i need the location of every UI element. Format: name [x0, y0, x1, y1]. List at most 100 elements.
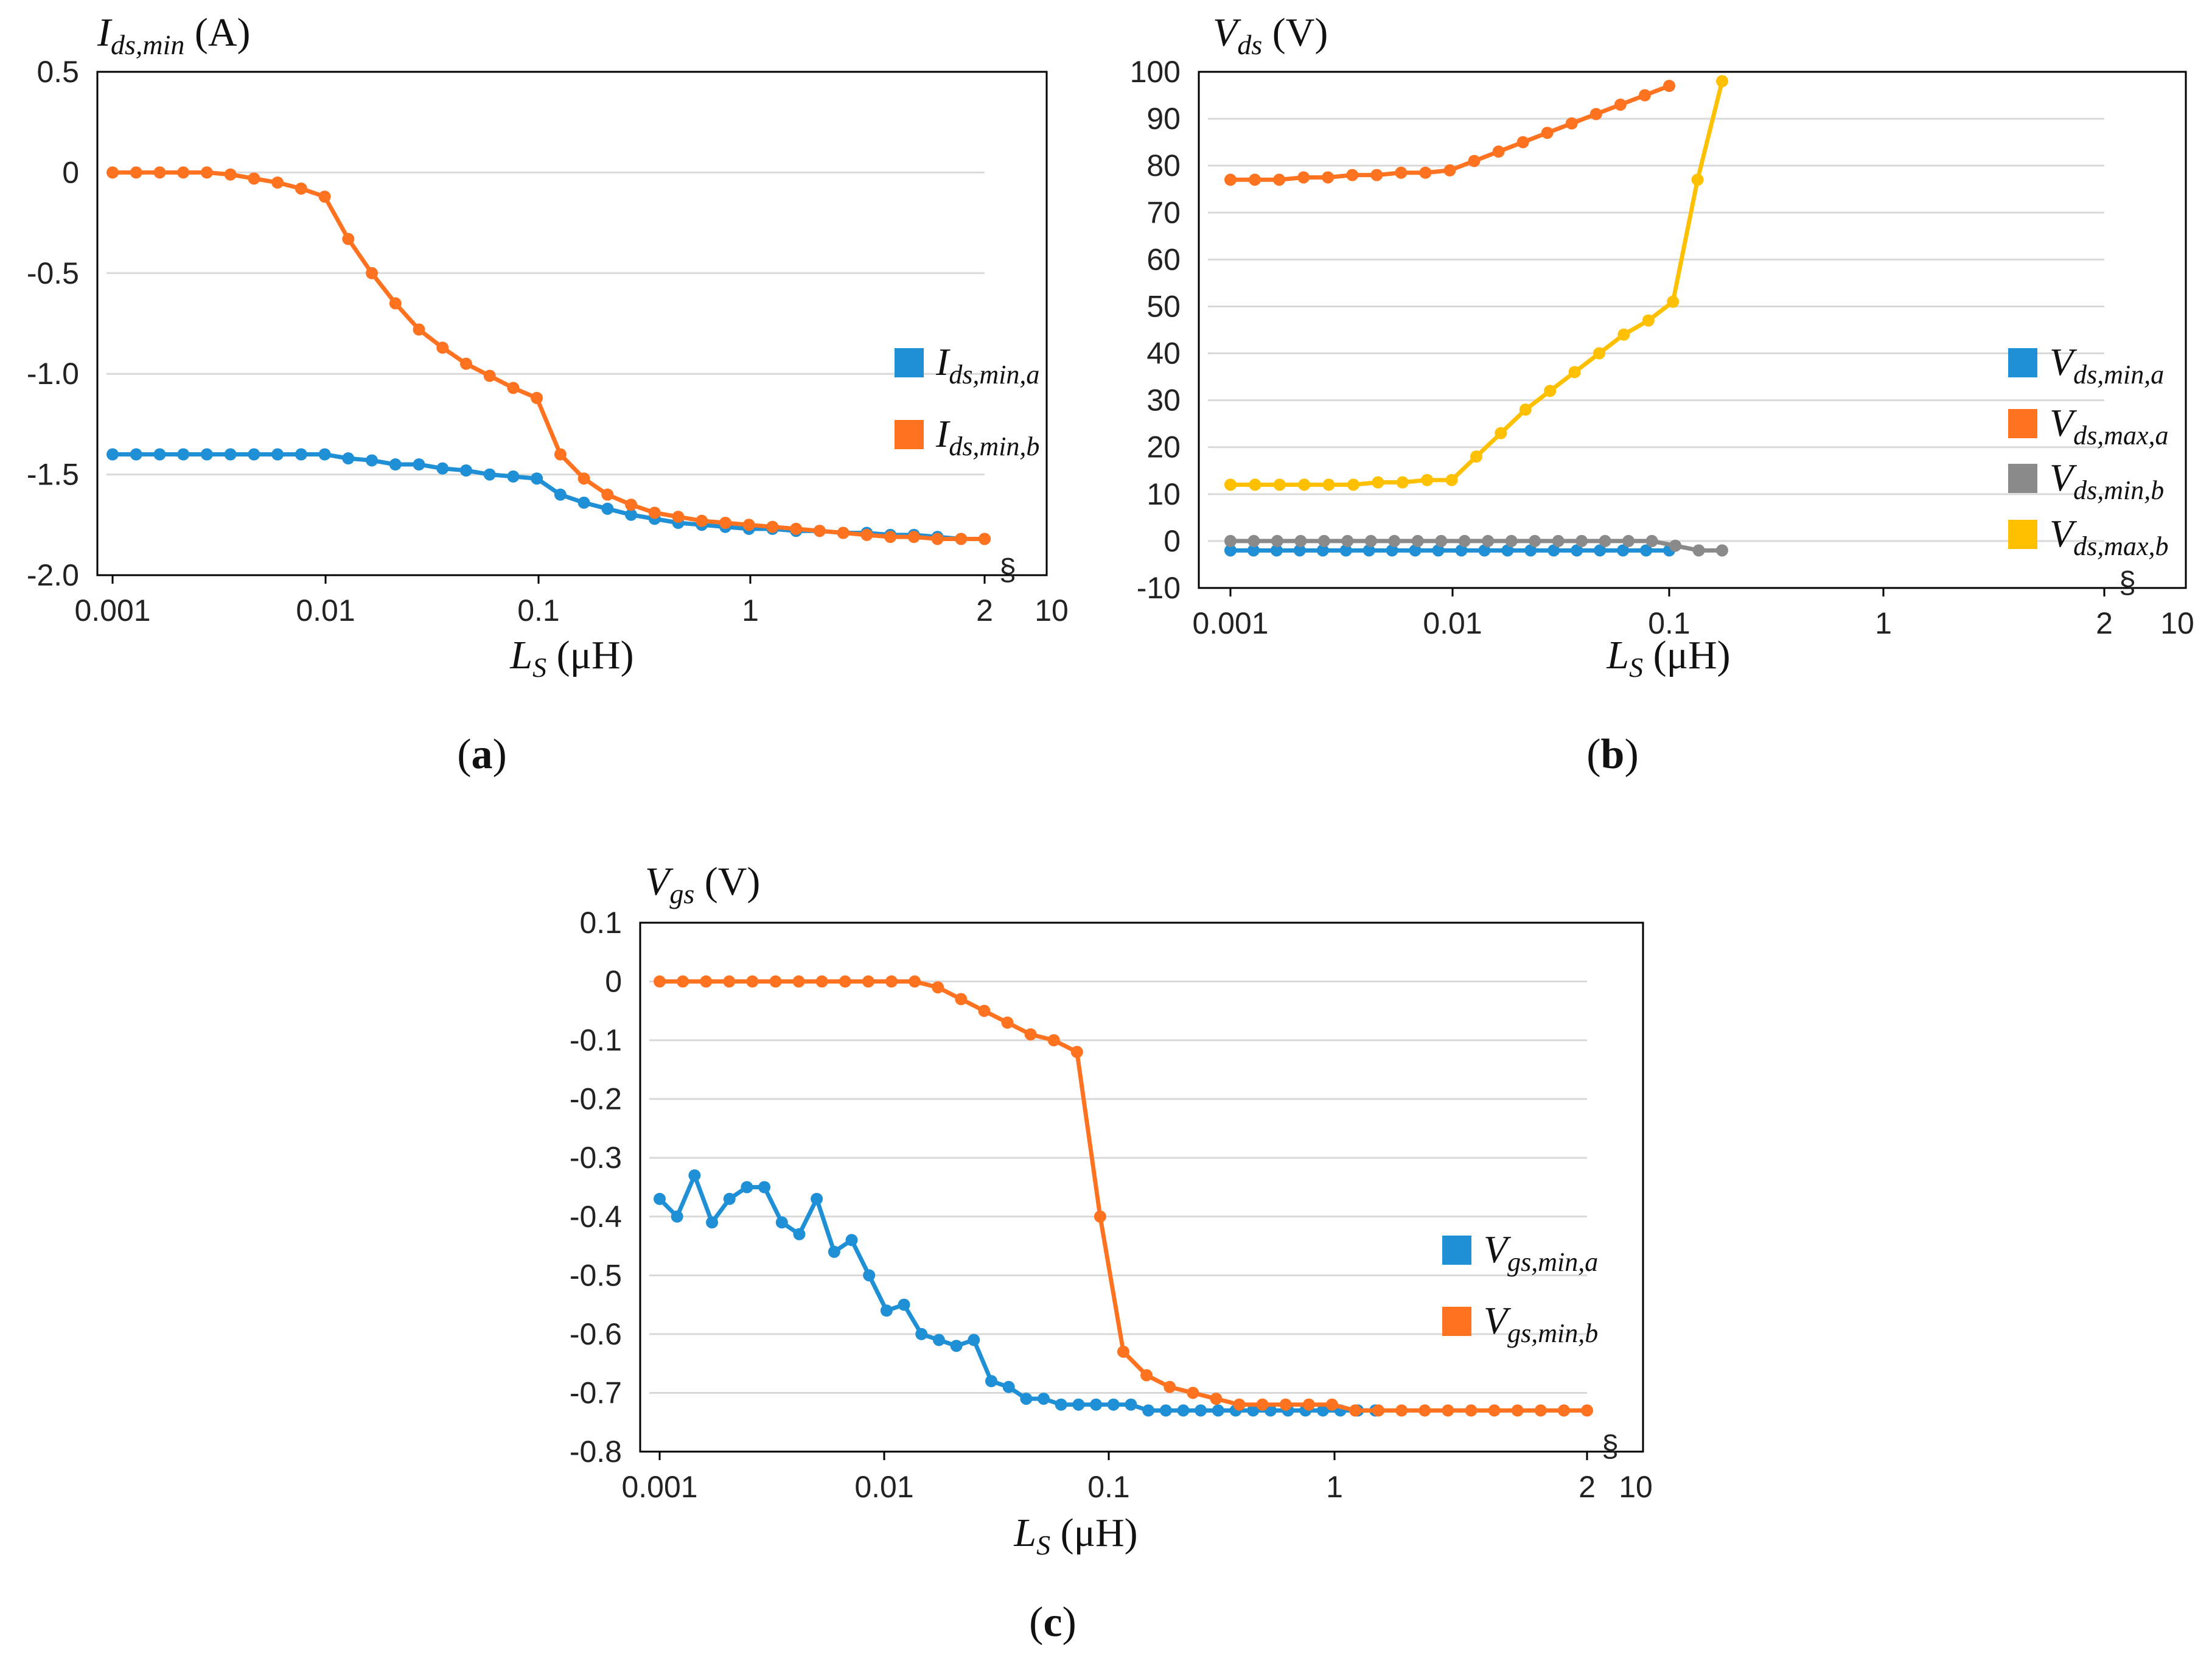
- data-point: [723, 975, 736, 988]
- data-point: [1645, 534, 1658, 547]
- series-ds-min-a: [106, 448, 991, 545]
- data-point: [459, 464, 472, 477]
- y-tick-label: -0.6: [570, 1317, 622, 1351]
- data-point: [1142, 1404, 1155, 1417]
- y-tick-label: 30: [1146, 383, 1181, 418]
- series-line: [113, 170, 985, 541]
- y-tick-label: -0.5: [27, 256, 79, 290]
- data-point: [1293, 544, 1306, 557]
- data-point: [483, 468, 496, 481]
- panel-label-letter: c: [1043, 1599, 1062, 1646]
- data-point: [1667, 295, 1680, 308]
- x-tick-label: 0.1: [1648, 606, 1690, 640]
- legend-label: Vgs,min,a: [1484, 1228, 1598, 1277]
- x-tick-label: 0.001: [74, 593, 150, 628]
- legend-swatch: [2008, 409, 2037, 438]
- data-point: [1224, 544, 1237, 557]
- legend-label: Vds,max,b: [2050, 512, 2169, 561]
- panel-label-open: (: [1586, 731, 1600, 778]
- data-point: [1273, 173, 1286, 186]
- x-tick-label: 10: [2160, 606, 2194, 640]
- x-axis-label-unit: (μH): [1050, 1511, 1138, 1555]
- series-line: [658, 1173, 1375, 1413]
- data-point: [153, 166, 166, 179]
- data-point: [907, 531, 920, 544]
- y-tick-label: -10: [1137, 571, 1181, 605]
- data-point: [1557, 1404, 1570, 1417]
- data-point: [1488, 1404, 1501, 1417]
- data-point: [815, 975, 828, 988]
- legend-label-main: I: [935, 412, 951, 455]
- legend-swatch: [2008, 348, 2037, 377]
- y-tick-label: 80: [1146, 149, 1181, 183]
- legend-label-main: V: [2050, 340, 2078, 383]
- y-tick-label: -0.2: [570, 1082, 622, 1116]
- data-point: [696, 514, 708, 527]
- legend-swatch: [895, 420, 924, 449]
- data-point: [1455, 544, 1468, 557]
- data-point: [1669, 539, 1682, 552]
- data-point: [1316, 544, 1329, 557]
- x-axis-label: LS (μH): [509, 633, 633, 683]
- legend-label-main: V: [2050, 456, 2078, 499]
- y-tick-label: 70: [1146, 195, 1181, 229]
- data-point: [860, 528, 873, 541]
- data-point: [1317, 534, 1330, 547]
- data-point: [1478, 544, 1491, 557]
- data-point: [1529, 534, 1541, 547]
- data-point: [342, 452, 355, 465]
- legend-label-main: V: [2050, 401, 2078, 444]
- data-point: [932, 981, 944, 994]
- y-tick-label: 90: [1146, 102, 1181, 136]
- data-point: [1233, 1398, 1246, 1411]
- data-point: [318, 191, 331, 203]
- series-line: [1230, 80, 1725, 487]
- data-point: [1640, 544, 1653, 557]
- x-tick-label: 2: [1579, 1470, 1596, 1504]
- data-point: [1322, 171, 1335, 184]
- legend-label-sub: gs,min,a: [1507, 1247, 1598, 1277]
- x-tick-label: 0.001: [1192, 606, 1268, 640]
- y-tick-label: 0: [1164, 524, 1181, 558]
- data-point: [758, 1181, 771, 1194]
- data-point: [1388, 534, 1401, 547]
- data-point: [1565, 117, 1578, 130]
- data-point: [130, 448, 142, 461]
- data-point: [366, 454, 379, 467]
- data-point: [766, 520, 779, 533]
- y-tick-label: 20: [1146, 430, 1181, 464]
- data-point: [1271, 534, 1283, 547]
- data-point: [1435, 534, 1448, 547]
- data-point: [1593, 347, 1605, 360]
- series-ds-min-a: [1224, 544, 1675, 557]
- data-point: [1322, 478, 1335, 491]
- data-point: [863, 1269, 876, 1282]
- legend-swatch: [2008, 520, 2037, 549]
- data-point: [1516, 136, 1529, 149]
- data-point: [1716, 544, 1728, 557]
- data-point: [1070, 1046, 1083, 1058]
- legend-swatch: [1442, 1307, 1471, 1336]
- data-point: [1568, 366, 1581, 379]
- data-point: [1419, 166, 1432, 179]
- data-point: [507, 382, 520, 394]
- y-axis-label-main: V: [645, 859, 674, 904]
- y-axis-label-unit: (A): [184, 10, 250, 55]
- legend-swatch: [895, 348, 924, 377]
- data-point: [719, 516, 731, 529]
- y-tick-label: 0: [62, 155, 79, 189]
- data-point: [742, 519, 755, 531]
- x-tick-label: 1: [742, 593, 759, 628]
- data-point: [1692, 544, 1705, 557]
- data-point: [507, 470, 520, 483]
- panel-label-letter: a: [472, 731, 493, 778]
- y-tick-label: -1.0: [27, 357, 79, 391]
- legend-label-main: V: [2050, 512, 2078, 555]
- data-point: [554, 488, 567, 501]
- data-point: [577, 496, 590, 509]
- y-tick-label: -0.4: [570, 1200, 622, 1234]
- data-point: [979, 533, 991, 545]
- y-tick-label: 60: [1146, 242, 1181, 276]
